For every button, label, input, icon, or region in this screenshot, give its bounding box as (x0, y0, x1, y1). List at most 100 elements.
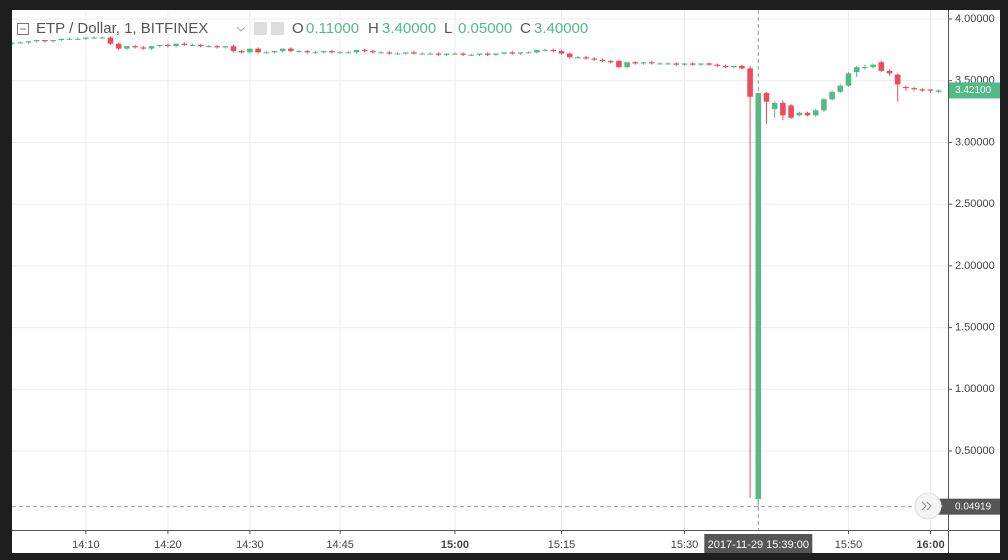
candle-body (804, 112, 811, 116)
y-tick-label: 1.50000 (955, 321, 995, 333)
candle-body (640, 62, 647, 64)
x-tick-label: 14:10 (72, 539, 100, 551)
candle-body (632, 62, 639, 64)
candles (12, 36, 942, 507)
candle-body (648, 62, 655, 64)
ohlc-key: H (368, 20, 379, 37)
candle-body (58, 38, 65, 40)
candle-body (386, 52, 393, 54)
candle-body (509, 52, 516, 54)
candle-body (878, 62, 885, 71)
y-tick-label: 2.00000 (955, 260, 995, 272)
candle-body (279, 48, 286, 52)
ohlc-value: 3.40000 (382, 20, 436, 37)
candle-body (411, 52, 417, 54)
candle-body (476, 53, 483, 55)
scroll-to-latest[interactable] (914, 492, 942, 520)
candle-body (25, 41, 32, 43)
candle-body (460, 53, 466, 55)
last-price-box (949, 82, 1000, 99)
candle-body (607, 60, 614, 63)
candle-body (911, 88, 917, 90)
settings-icon[interactable] (254, 22, 267, 35)
candle-body (394, 53, 401, 55)
candle-body (91, 37, 97, 39)
candle-body (927, 89, 934, 91)
candle-body (222, 46, 229, 48)
candle-body (337, 52, 343, 54)
candle-body (443, 53, 450, 55)
candle-body (83, 37, 89, 39)
candle-body (919, 89, 926, 91)
y-tick-label: 2.50000 (955, 198, 995, 210)
header: ETP / Dollar, 1, BITFINEX O 0.11000 H 3.400… (17, 20, 588, 37)
chart-title: ETP / Dollar, 1, BITFINEX (36, 20, 208, 37)
candle-body (616, 60, 622, 68)
candle-body (140, 47, 147, 49)
ohlc-value: 0.11000 (306, 20, 359, 37)
candle-body (714, 64, 721, 66)
candle-body (427, 53, 434, 55)
x-tick-label: 15:00 (441, 539, 469, 551)
candle-body (66, 38, 73, 40)
candle-body (821, 99, 827, 111)
candle-body (107, 37, 114, 44)
candle-body (230, 46, 237, 52)
candle-body (42, 39, 48, 42)
x-tick-label: 16:00 (916, 539, 944, 551)
last-price-label: 3.42100 (955, 85, 992, 96)
candle-body (624, 62, 630, 68)
candle-body (534, 49, 540, 53)
candle-body (566, 53, 573, 58)
candle-body (591, 58, 598, 60)
candle-body (124, 46, 130, 49)
candle-body (747, 68, 753, 97)
x-tick-label: 14:30 (236, 539, 264, 551)
candle-body (845, 73, 852, 86)
candle-body (730, 65, 737, 68)
candle-body (271, 51, 278, 53)
gear-icon[interactable] (271, 22, 284, 35)
candle-body (812, 110, 819, 116)
chart-background (12, 10, 1000, 553)
ohlc-key: C (520, 20, 531, 37)
y-tick-label: 3.00000 (955, 136, 995, 148)
dropdown-arrow[interactable] (236, 26, 246, 32)
candle-body (402, 52, 409, 54)
x-tick-label: 15:30 (671, 539, 699, 551)
candle-body (345, 52, 352, 54)
candle-body (583, 57, 589, 59)
candle-body (542, 49, 548, 51)
ohlc-value: 3.40000 (534, 20, 588, 37)
candle-body (525, 52, 532, 54)
candle-body (50, 39, 56, 42)
x-tick-label: 14:45 (326, 539, 354, 551)
candle-body (435, 53, 442, 55)
grid (12, 10, 948, 530)
candle-body (419, 53, 425, 55)
candle-body (673, 63, 680, 65)
x-tick-label: 15:50 (835, 539, 863, 551)
candle-body (165, 44, 171, 47)
candle-body (575, 57, 581, 59)
candle-body (156, 44, 163, 47)
candle-body (853, 67, 860, 73)
candle-body (829, 91, 835, 100)
y-tick-label: 4.00000 (955, 13, 995, 25)
candle-body (247, 48, 253, 53)
y-tick-label: 1.00000 (955, 383, 995, 395)
candle-body (255, 48, 261, 53)
candle-body (197, 44, 204, 47)
candle-body (771, 102, 778, 110)
candle-body (894, 74, 901, 85)
candle-body (689, 63, 696, 65)
candle-body (99, 37, 106, 39)
y-tick-label: 0.50000 (955, 445, 995, 457)
candle-body (353, 49, 360, 53)
crosshair-time-box (704, 534, 813, 553)
ohlc-value: 0.05000 (458, 20, 512, 37)
candle-body (288, 48, 294, 52)
candle-body (214, 46, 220, 48)
candle-body (378, 52, 384, 54)
